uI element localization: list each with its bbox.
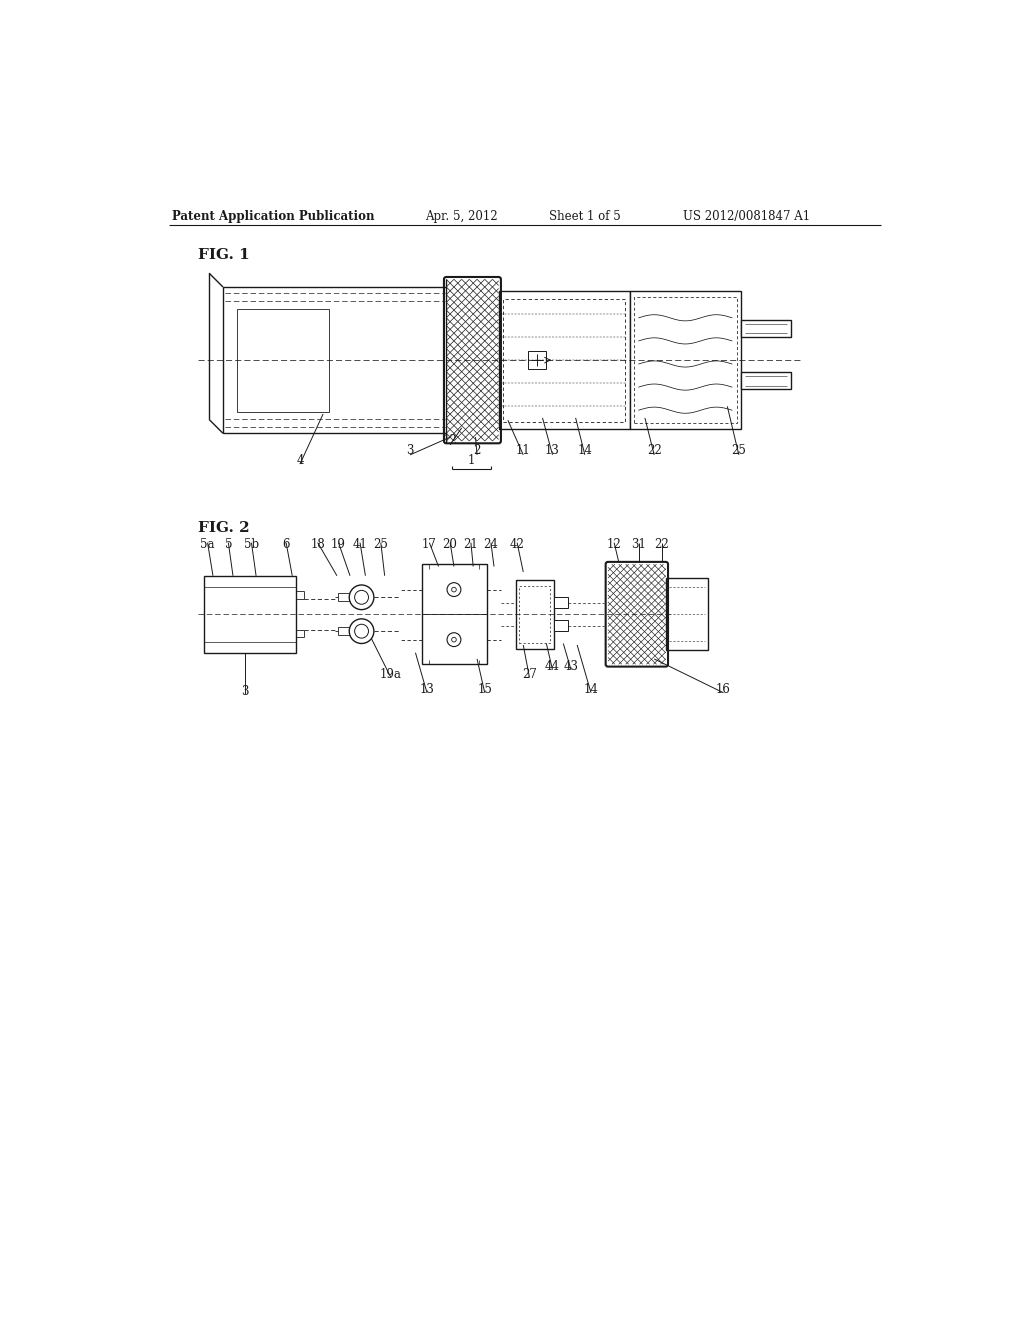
Bar <box>499 290 630 429</box>
Text: 17: 17 <box>422 539 437 552</box>
Text: 19: 19 <box>331 539 346 552</box>
Text: 16: 16 <box>716 684 731 696</box>
Text: +: + <box>357 626 367 636</box>
Text: 22: 22 <box>647 445 662 458</box>
Bar <box>339 594 350 601</box>
Circle shape <box>354 624 369 638</box>
Text: 11: 11 <box>516 445 530 458</box>
Text: 13: 13 <box>420 684 434 696</box>
Text: 3: 3 <box>241 685 248 698</box>
Text: 31: 31 <box>632 539 646 552</box>
Text: 44: 44 <box>545 660 560 673</box>
Bar <box>422 564 487 664</box>
Text: Sheet 1 of 5: Sheet 1 of 5 <box>549 210 621 223</box>
Circle shape <box>447 632 461 647</box>
Bar <box>630 290 741 429</box>
Bar <box>528 351 547 370</box>
Circle shape <box>349 585 374 610</box>
Text: 42: 42 <box>510 539 524 552</box>
Bar <box>554 598 568 609</box>
Text: FIG. 1: FIG. 1 <box>199 248 250 261</box>
Text: +: + <box>357 591 367 603</box>
Text: 20: 20 <box>442 539 458 552</box>
Text: 3: 3 <box>407 445 414 458</box>
Text: 27: 27 <box>522 668 537 681</box>
Bar <box>554 620 568 631</box>
Text: 5: 5 <box>224 539 232 552</box>
Text: 13: 13 <box>545 445 560 458</box>
Text: FIG. 2: FIG. 2 <box>199 521 250 535</box>
Text: 25: 25 <box>374 539 388 552</box>
Circle shape <box>452 638 457 642</box>
Bar <box>357 626 367 636</box>
Bar <box>357 591 367 603</box>
Text: Apr. 5, 2012: Apr. 5, 2012 <box>425 210 498 223</box>
Bar <box>339 627 350 635</box>
Text: Patent Application Publication: Patent Application Publication <box>172 210 374 223</box>
Text: 14: 14 <box>578 445 592 458</box>
Bar <box>515 579 554 649</box>
Text: 2: 2 <box>473 445 480 458</box>
Text: 18: 18 <box>310 539 325 552</box>
Text: 43: 43 <box>563 660 579 673</box>
Text: 15: 15 <box>477 684 493 696</box>
Bar <box>519 586 550 643</box>
Text: 12: 12 <box>442 434 458 447</box>
Circle shape <box>447 582 461 597</box>
Bar <box>503 298 625 422</box>
Bar <box>634 297 736 424</box>
Text: 24: 24 <box>483 539 499 552</box>
Circle shape <box>349 619 374 644</box>
Text: 14: 14 <box>584 684 598 696</box>
Text: 5a: 5a <box>201 539 215 552</box>
Text: 1: 1 <box>468 454 475 467</box>
Text: 12: 12 <box>607 539 622 552</box>
Bar <box>666 578 708 651</box>
Circle shape <box>452 587 457 591</box>
Text: 41: 41 <box>352 539 368 552</box>
Bar <box>223 286 446 433</box>
Bar <box>741 321 792 337</box>
Circle shape <box>354 590 369 605</box>
Text: 22: 22 <box>654 539 670 552</box>
Text: US 2012/0081847 A1: US 2012/0081847 A1 <box>683 210 810 223</box>
Bar <box>741 372 792 389</box>
Bar <box>237 309 330 412</box>
Text: 5b: 5b <box>244 539 259 552</box>
Bar <box>204 576 296 653</box>
Text: 25: 25 <box>731 445 746 458</box>
Text: 6: 6 <box>283 539 290 552</box>
Text: 4: 4 <box>296 454 304 467</box>
Text: 21: 21 <box>464 539 478 552</box>
Text: 19a: 19a <box>380 668 401 681</box>
